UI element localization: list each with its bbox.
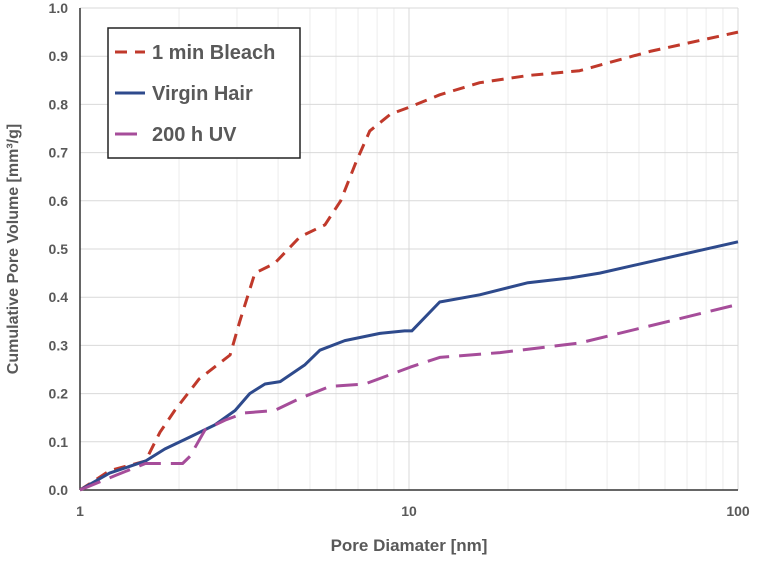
legend-label: Virgin Hair bbox=[152, 83, 253, 105]
series-lines bbox=[79, 30, 739, 492]
legend-label: 200 h UV bbox=[152, 124, 237, 146]
x-tick-label: 1 bbox=[76, 503, 84, 519]
y-tick-label: 0.4 bbox=[49, 289, 69, 305]
y-tick-label: 0.2 bbox=[49, 386, 69, 402]
y-tick-label: 0.9 bbox=[49, 48, 69, 64]
axes: 0.0 0.1 0.2 0.3 0.4 0.5 0.6 0.7 0.8 0.9 1.0 1 10 100 bbox=[49, 0, 750, 519]
y-tick-label: 0.8 bbox=[49, 96, 69, 112]
y-tick-label: 0.0 bbox=[49, 482, 69, 498]
y-tick-label: 0.5 bbox=[49, 241, 69, 257]
y-tick-label: 0.6 bbox=[49, 193, 69, 209]
y-tick-label: 0.1 bbox=[49, 434, 69, 450]
x-tick-label: 10 bbox=[401, 503, 417, 519]
y-tick-label: 0.3 bbox=[49, 337, 69, 353]
grid bbox=[79, 7, 739, 491]
legend-label: 1 min Bleach bbox=[152, 42, 275, 64]
x-tick-label: 100 bbox=[726, 503, 750, 519]
y-tick-label: 0.7 bbox=[49, 145, 69, 161]
y-axis-label: Cumulative Pore Volume [mm³/g] bbox=[5, 124, 22, 374]
legend: 1 min Bleach Virgin Hair 200 h UV bbox=[107, 27, 301, 159]
y-tick-label: 1.0 bbox=[49, 0, 69, 16]
series-line-0 bbox=[79, 30, 739, 492]
series-line-2 bbox=[79, 302, 739, 492]
series-line-1 bbox=[79, 240, 739, 492]
x-axis-label: Pore Diamater [nm] bbox=[331, 536, 488, 555]
